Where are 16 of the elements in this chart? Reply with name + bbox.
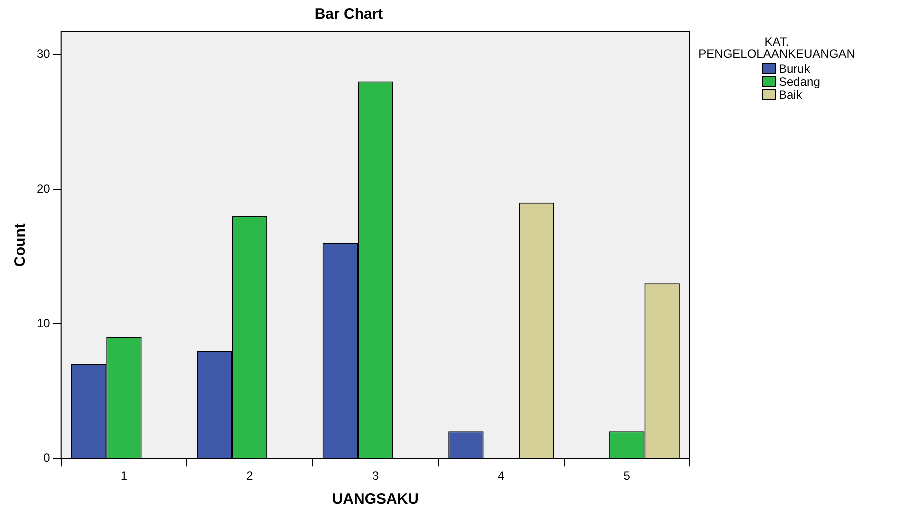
y-tick-label: 0: [44, 450, 51, 465]
legend-label: Buruk: [779, 62, 810, 76]
y-axis-title: Count: [12, 224, 30, 267]
legend-title: KAT. PENGELOLAANKEUANGAN: [698, 35, 856, 61]
legend-label: Baik: [779, 88, 802, 102]
x-tick-label: 2: [246, 469, 254, 484]
y-tick-label: 10: [36, 316, 51, 330]
y-tick-label: 20: [36, 182, 51, 196]
x-axis-title: UANGSAKU: [332, 491, 420, 508]
y-tick-label: 30: [36, 47, 51, 62]
x-tick-label: 1: [120, 469, 128, 484]
chart-title: Bar Chart: [314, 6, 384, 24]
x-tick-label: 5: [624, 469, 631, 484]
legend-label: Sedang: [779, 74, 820, 88]
x-tick-label: 3: [372, 469, 380, 484]
x-tick-label: 4: [498, 469, 506, 484]
